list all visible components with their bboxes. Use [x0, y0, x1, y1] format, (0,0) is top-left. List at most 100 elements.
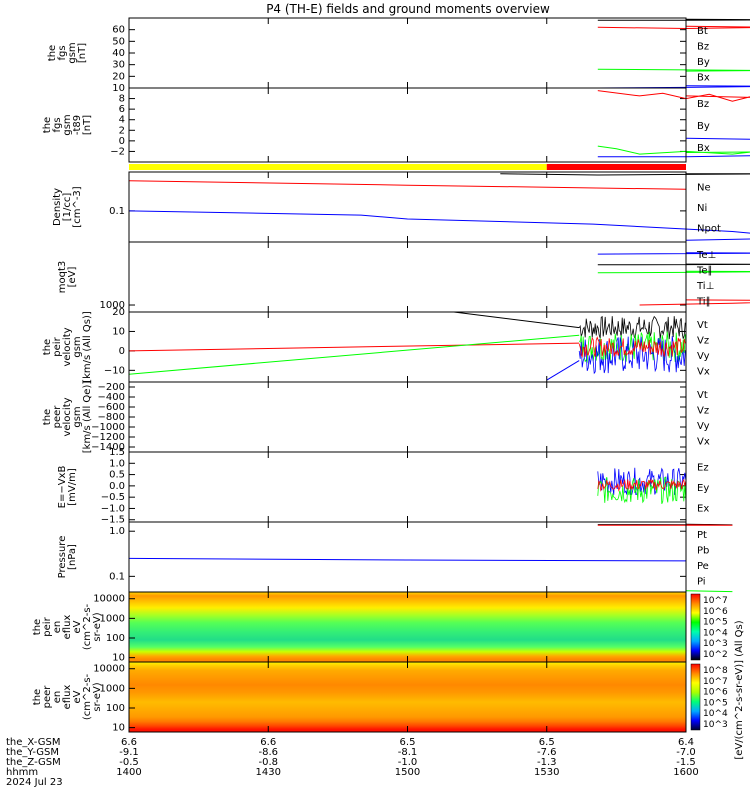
- legend-label: Bz: [697, 99, 709, 110]
- panel-6: −1.5−1.0−0.50.00.51.01.5 Ez Ey Ex E=−VxB [mV/…: [57, 447, 709, 526]
- y-tick-label: −800: [98, 412, 125, 423]
- mode-bar: [129, 164, 686, 170]
- y-label-line: eflux: [62, 615, 73, 640]
- y-tick-label: 20: [112, 71, 125, 82]
- y-tick-label: 1.0: [109, 458, 125, 469]
- y-axis-label: the fgs gsm [nT]: [47, 42, 88, 63]
- ephemeris-row-label: hhmm: [6, 767, 38, 778]
- y-tick-label: 10000: [93, 664, 125, 675]
- y-tick-label: 0.0: [109, 481, 125, 492]
- y-label-line: [nPa]: [67, 544, 78, 570]
- legend-label: Bx: [697, 143, 710, 154]
- y-tick-label: −2: [110, 146, 125, 157]
- y-label-line: E=−VxB: [57, 466, 68, 509]
- colorbar: [690, 663, 701, 731]
- panel-5: −1400−1200−1000−800−600−400−200 Vt Vz Vy Vx t…: [42, 381, 710, 454]
- series-noise: [597, 478, 686, 492]
- y-label-line: fgs: [57, 45, 68, 60]
- ephemeris-value: -7.0: [676, 747, 696, 758]
- y-label-line: eV: [72, 620, 83, 633]
- ephemeris-row-label: the_Z-GSM: [6, 757, 61, 768]
- y-label-line: [mV/m]: [67, 468, 78, 506]
- legend-label: Te⊥: [696, 250, 716, 261]
- ephemeris-value: 6.6: [121, 737, 137, 748]
- y-label-line: Density: [52, 188, 63, 226]
- panel-3: 1000 Te⊥ Te∥ Ti⊥ Ti∥ moqt3 [eV]: [57, 241, 750, 313]
- y-label-line: [cm^-3]: [72, 186, 83, 227]
- y-tick-label: 0.1: [109, 206, 125, 217]
- mode-bar-segment: [129, 164, 547, 170]
- y-tick-label: 40: [112, 48, 125, 59]
- y-label-line: sr-eV): [92, 612, 103, 641]
- y-axis-label: E=−VxB [mV/m]: [57, 466, 78, 509]
- y-label-line: gsm: [67, 42, 78, 63]
- y-label-line: moqt3: [57, 261, 68, 294]
- colorbar-tick-label: 10^7: [703, 677, 728, 687]
- y-label-line: [nT]: [77, 43, 88, 63]
- series-noise: [578, 315, 686, 340]
- y-tick-label: −1.5: [101, 515, 125, 526]
- colorbar-tick-label: 10^8: [703, 666, 728, 676]
- legend-label: Vx: [697, 436, 710, 447]
- panel-frame: [128, 241, 687, 313]
- y-tick-label: 1.0: [109, 526, 125, 537]
- ephemeris-value: 6.4: [678, 737, 694, 748]
- series-line-Bt: [597, 18, 750, 21]
- legend-label: Pt: [697, 530, 707, 541]
- y-tick-label: 10: [112, 723, 125, 734]
- series-line-Vz: [128, 342, 580, 352]
- colorbar-tick-label: 10^2: [703, 650, 728, 660]
- y-label-line: the: [42, 409, 53, 425]
- spectrogram: [129, 592, 686, 662]
- y-tick-label: 20: [112, 307, 125, 318]
- y-label-line: gsm: [72, 406, 83, 427]
- series-line-Pe: [685, 590, 733, 593]
- colorbar-tick-label: 10^6: [703, 607, 728, 617]
- time-axis: the_X-GSM 6.6 6.6 6.5 6.5 6.4 the_Y-GSM -9.1 -8.…: [6, 737, 699, 788]
- y-label-line: en: [52, 691, 63, 704]
- y-tick-label: 10000: [93, 594, 125, 605]
- series-line-Bz: [597, 90, 750, 102]
- legend-label: Ey: [697, 483, 709, 494]
- series-line-Te⊥: [597, 252, 750, 255]
- y-label-line: [1/cc]: [62, 193, 73, 222]
- ephemeris-value: -8.6: [258, 747, 278, 758]
- y-tick-label: −1200: [91, 432, 125, 443]
- y-label-line: peir: [42, 616, 53, 636]
- legend-label: Npot: [697, 224, 721, 235]
- y-tick-label: −1000: [91, 422, 125, 433]
- colorbar-tick-label: 10^3: [703, 639, 728, 649]
- y-label-line: peer: [52, 405, 63, 429]
- y-tick-label: 1.5: [109, 447, 125, 458]
- legend-label: Ex: [697, 504, 709, 515]
- ephemeris-row-label: the_X-GSM: [6, 737, 60, 748]
- y-label-line: the: [32, 619, 43, 635]
- colorbar-tick-label: 10^3: [703, 720, 728, 730]
- series-line-Vx: [546, 360, 580, 381]
- panel-4: −10 0 10 20 Vt Vz Vy Vx the peir velocity gsm [km/s …: [42, 307, 710, 383]
- ephemeris-value: 6.6: [260, 737, 276, 748]
- y-tick-label: −1400: [91, 442, 125, 453]
- panel-frame: [128, 381, 687, 453]
- ephemeris-value: 1530: [534, 767, 559, 778]
- y-tick-label: −1.0: [101, 503, 125, 514]
- legend-label: Vy: [697, 351, 710, 362]
- date-label: 2024 Jul 23: [6, 777, 63, 788]
- y-tick-label: 60: [112, 25, 125, 36]
- ephemeris-value: -8.1: [398, 747, 418, 758]
- series-line-Ne: [128, 180, 687, 190]
- colorbar-tick-label: 10^4: [703, 628, 728, 638]
- colorbar-tick-label: 10^6: [703, 688, 728, 698]
- legend-label: Pb: [697, 545, 709, 556]
- legend-label: Te∥: [696, 265, 713, 276]
- y-tick-label: 6: [119, 104, 125, 115]
- y-label-line: peer: [42, 685, 53, 709]
- colorbar-tick-label: 10^7: [703, 596, 728, 606]
- y-label-line: [nT]: [82, 115, 93, 135]
- y-axis-label: Density [1/cc] [cm^-3]: [52, 186, 83, 227]
- y-label-line: fgs: [52, 117, 63, 132]
- y-label-line: -t89: [72, 115, 83, 135]
- y-axis-label: moqt3 [eV]: [57, 261, 78, 294]
